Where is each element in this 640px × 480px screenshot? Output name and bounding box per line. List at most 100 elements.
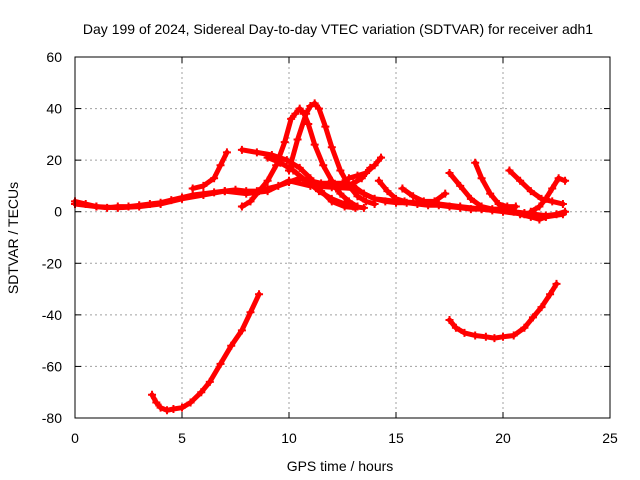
data-point <box>383 187 392 196</box>
data-point <box>336 166 345 175</box>
data-point <box>210 174 219 183</box>
data-point <box>370 199 379 208</box>
data-point <box>528 313 537 322</box>
series-track-mid-a <box>374 176 409 206</box>
data-point <box>156 403 165 412</box>
data-point <box>499 332 507 341</box>
data-point <box>374 176 383 185</box>
data-point <box>340 181 349 190</box>
y-tick-label: 60 <box>46 49 62 65</box>
data-point <box>353 192 362 201</box>
data-point <box>295 163 304 172</box>
data-point <box>409 192 418 201</box>
data-point <box>285 176 293 185</box>
series-track-evening-e <box>494 199 550 224</box>
data-point <box>113 203 122 212</box>
data-point <box>332 184 341 193</box>
data-point <box>306 101 315 110</box>
data-point <box>466 194 475 203</box>
data-point <box>188 184 197 193</box>
data-point <box>505 166 514 175</box>
data-point <box>509 331 518 340</box>
series-track-mid-b <box>398 184 450 206</box>
series-track-evening-a <box>445 169 507 214</box>
series-track-rise-a <box>188 148 231 193</box>
data-point <box>366 163 375 172</box>
data-point <box>152 398 161 407</box>
data-point <box>197 388 206 397</box>
data-point <box>441 189 450 198</box>
data-point <box>291 109 300 118</box>
data-point <box>336 189 345 198</box>
data-point <box>263 153 272 162</box>
data-point <box>552 279 561 288</box>
data-point <box>222 148 231 157</box>
x-tick-label: 15 <box>388 430 404 446</box>
data-point <box>169 404 178 413</box>
data-point <box>471 158 480 167</box>
data-point <box>178 194 186 203</box>
data-point <box>535 215 544 224</box>
data-point <box>494 199 503 208</box>
data-point <box>516 210 525 219</box>
data-point <box>546 290 555 299</box>
data-point <box>135 202 144 211</box>
y-tick-label: -80 <box>42 410 62 426</box>
series-track-evening-c <box>505 166 567 208</box>
data-point <box>237 145 246 154</box>
axis-ticks: 0 5 10 15 20 25 -80 -60 -40 -20 0 20 40 60 <box>42 49 618 446</box>
data-point <box>526 212 535 221</box>
data-point <box>558 199 567 208</box>
data-point <box>481 332 490 341</box>
data-point <box>392 194 400 203</box>
y-tick-label: -60 <box>42 358 62 374</box>
data-point <box>430 197 439 206</box>
y-tick-label: 0 <box>54 204 62 220</box>
data-point <box>477 174 486 183</box>
data-point <box>263 187 272 196</box>
y-tick-label: -40 <box>42 307 62 323</box>
data-point <box>535 202 544 211</box>
data-point <box>216 359 225 368</box>
series-track-rise-c <box>332 163 375 193</box>
data-point <box>327 143 336 152</box>
data-point <box>537 303 546 312</box>
plot-frame <box>74 56 611 419</box>
data-point <box>314 104 323 113</box>
data-point <box>456 181 465 190</box>
data-point <box>505 205 514 214</box>
data-point <box>471 331 480 340</box>
data-point <box>554 174 563 183</box>
data-point <box>349 202 358 211</box>
data-point <box>306 174 315 183</box>
data-point <box>486 189 495 198</box>
data-point <box>319 161 328 170</box>
chart-title: Day 199 of 2024, Sidereal Day-to-day VTE… <box>83 21 593 37</box>
data-point <box>205 377 214 386</box>
y-tick-label: -20 <box>42 255 62 271</box>
data-point <box>255 187 264 196</box>
data-point <box>561 176 570 185</box>
series-track-evening-d <box>526 174 570 216</box>
data-point <box>227 341 236 350</box>
data-series <box>71 99 570 415</box>
data-point <box>276 158 285 167</box>
data-point <box>289 166 298 175</box>
data-point <box>156 199 165 208</box>
data-point <box>344 174 353 183</box>
data-point <box>304 120 313 129</box>
data-point <box>548 197 557 206</box>
data-point <box>490 334 499 343</box>
x-tick-label: 25 <box>602 430 618 446</box>
data-point <box>252 148 261 157</box>
data-point <box>216 161 225 170</box>
data-point <box>263 176 272 185</box>
data-point <box>359 203 368 212</box>
data-point <box>310 140 319 149</box>
data-point <box>280 138 289 147</box>
x-axis-label: GPS time / hours <box>287 458 394 474</box>
data-point <box>548 184 557 193</box>
data-point <box>541 194 550 203</box>
